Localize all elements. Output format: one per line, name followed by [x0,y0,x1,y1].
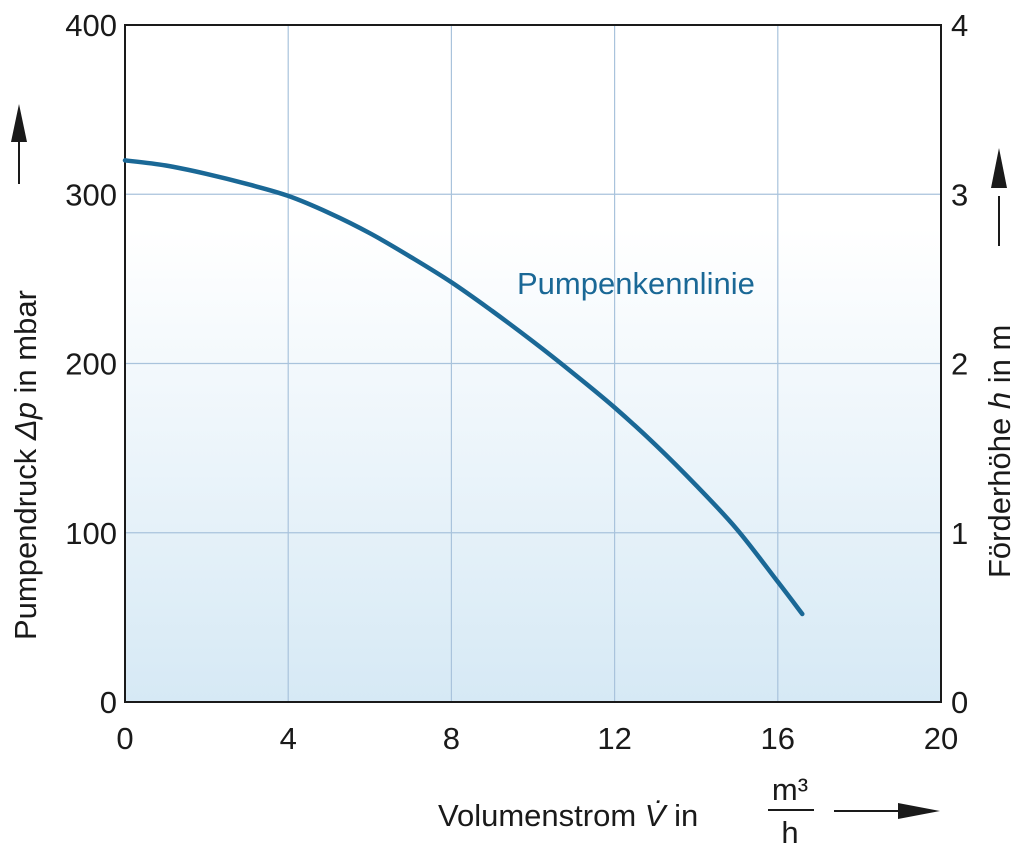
y2-tick-label: 2 [951,347,968,382]
y2-tick-label: 3 [951,177,968,212]
y-tick-label: 300 [65,177,117,212]
y2-axis-title: Förderhöhe h in m [982,325,1017,578]
x-axis-title: Volumenstrom V̇ in [438,798,698,833]
y2-tick-label: 4 [951,8,968,43]
y2-tick-label: 1 [951,516,968,551]
x-tick-label: 4 [280,721,297,756]
x-axis-arrow-icon [898,803,940,819]
series-line-pumpenkennlinie [122,158,805,617]
y-tick-label: 0 [100,685,117,720]
y-axis-arrow-icon [11,104,27,142]
y2-tick-label: 0 [951,685,968,720]
y-tick-label: 400 [65,8,117,43]
x-axis-unit-numerator: m³ [772,772,808,807]
y-tick-label: 200 [65,347,117,382]
series-layer: Pumpenkennlinie [122,158,805,617]
y-axis-title: Pumpendruck Δp in mbar [8,290,43,640]
y-tick-label: 100 [65,516,117,551]
x-tick-label: 0 [116,721,133,756]
x-tick-label: 20 [924,721,958,756]
x-tick-label: 8 [443,721,460,756]
y2-axis-arrow-icon [991,148,1007,188]
x-axis-unit-denominator: h [781,815,798,850]
x-tick-label: 16 [761,721,795,756]
plot-frame [124,24,942,703]
series-label-pumpenkennlinie: Pumpenkennlinie [517,266,755,301]
grid-lines [125,25,941,702]
x-tick-label: 12 [597,721,631,756]
